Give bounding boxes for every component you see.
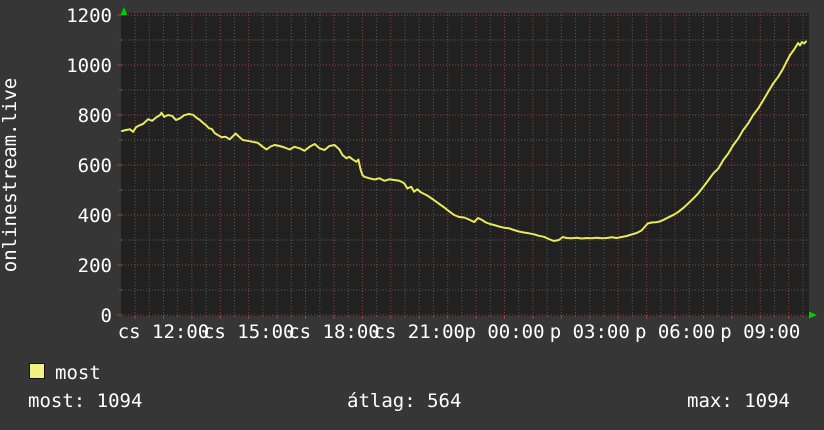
series-line-most: [121, 40, 807, 242]
stat-max: max: 1094: [687, 390, 790, 412]
x-tick-label: cs 18:00: [288, 321, 380, 343]
y-tick-label: 400: [78, 205, 112, 227]
y-tick-label: 200: [78, 255, 112, 277]
y-tick-label: 1000: [66, 55, 112, 77]
x-tick-label: cs 12:00: [118, 321, 210, 343]
x-tick-label: p 03:00: [550, 321, 630, 343]
y-tick-label: 1200: [66, 5, 112, 27]
x-axis-arrow-icon: [809, 311, 817, 319]
x-tick-label: p 06:00: [635, 321, 715, 343]
y-axis-title: onlinestream.live: [0, 78, 21, 272]
x-tick-label: p 09:00: [720, 321, 800, 343]
y-tick-label: 600: [78, 155, 112, 177]
grid-lines: [117, 12, 808, 319]
y-tick-label: 0: [101, 305, 112, 327]
x-tick-label: p 00:00: [464, 321, 544, 343]
legend-swatch-most: [29, 363, 45, 379]
y-tick-label: 800: [78, 105, 112, 127]
y-tick-labels: 0 200 400 600 800 1000 1200: [66, 5, 112, 327]
x-tick-label: cs 21:00: [373, 321, 465, 343]
y-axis-arrow-icon: [120, 7, 128, 15]
stat-most: most: 1094: [28, 390, 143, 412]
legend-label-most: most: [55, 362, 101, 384]
x-tick-label: cs 15:00: [203, 321, 295, 343]
stat-average: átlag: 564: [347, 390, 462, 412]
